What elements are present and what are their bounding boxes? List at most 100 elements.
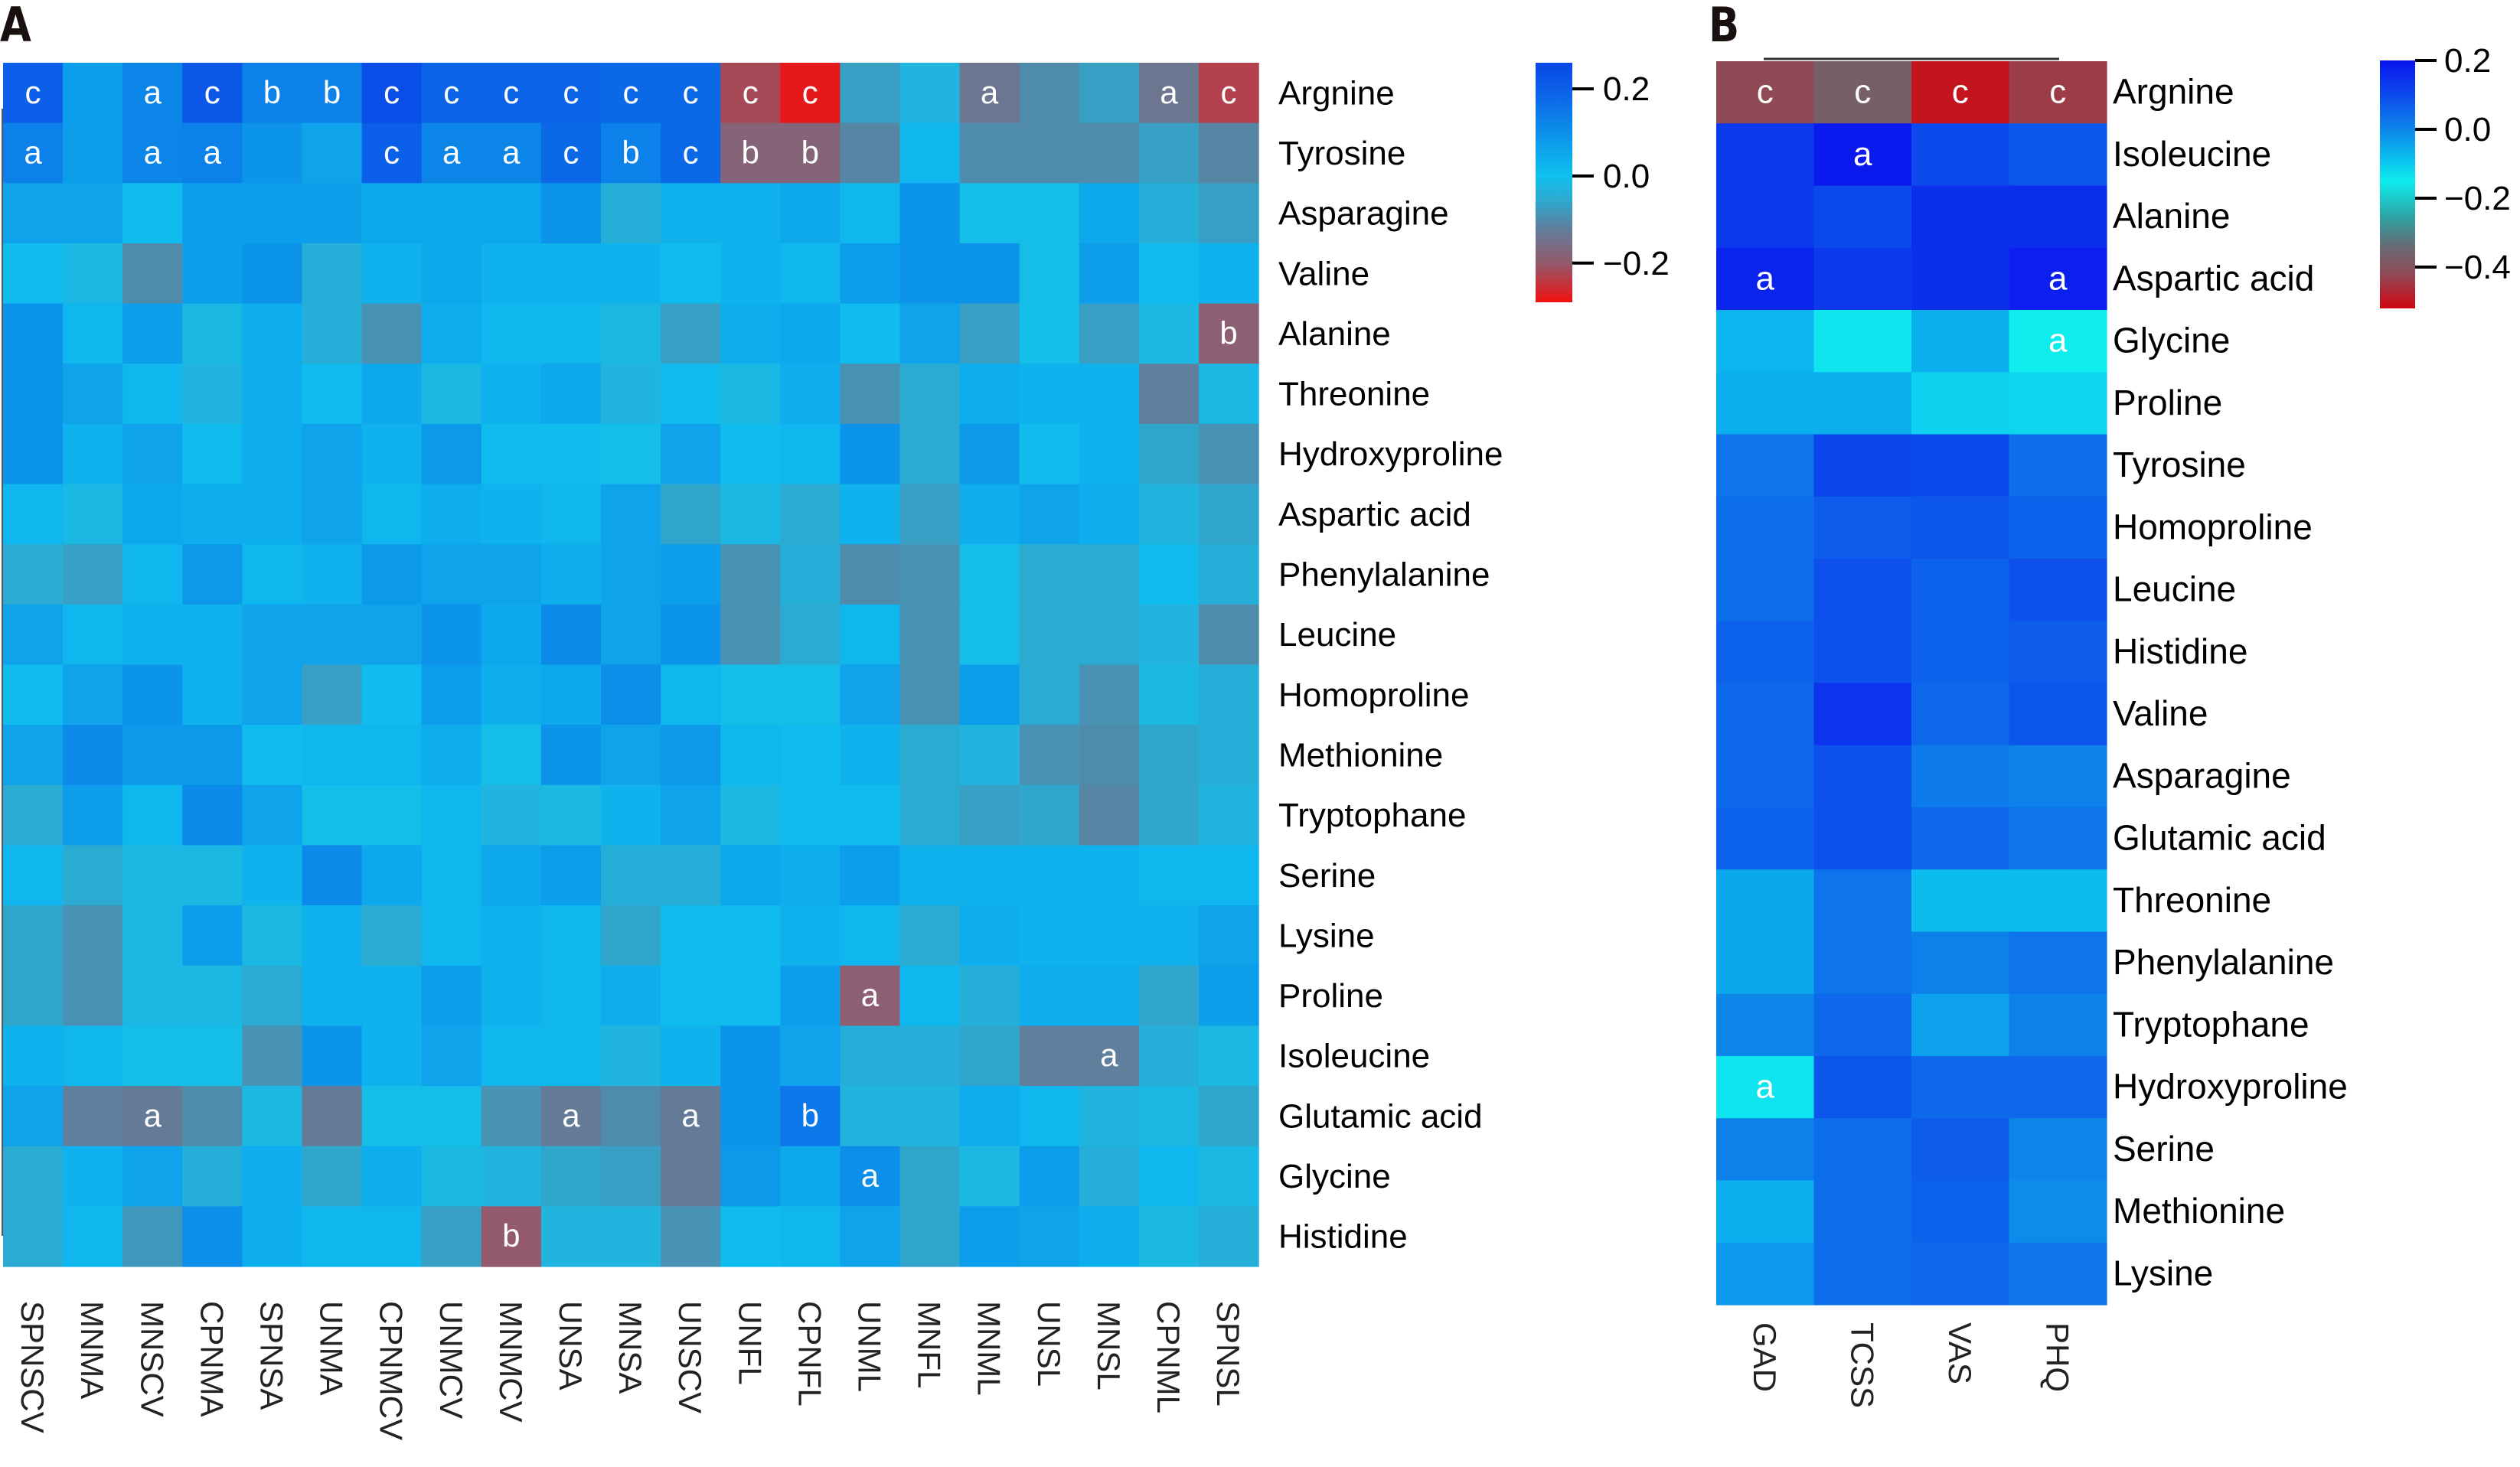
heatmap-cell bbox=[840, 63, 901, 124]
heatmap-cell bbox=[182, 423, 243, 485]
heatmap-cell bbox=[481, 423, 542, 485]
heatmap-cell bbox=[899, 243, 961, 305]
heatmap-cell bbox=[780, 965, 841, 1026]
heatmap-cell bbox=[421, 1025, 482, 1087]
heatmap-cell bbox=[481, 363, 542, 425]
heatmap-cell bbox=[1199, 784, 1259, 846]
heatmap-cell bbox=[1716, 993, 1815, 1057]
heatmap-cell bbox=[3, 1206, 64, 1267]
heatmap-cell bbox=[720, 183, 781, 244]
colorbar bbox=[2380, 60, 2415, 308]
heatmap-cell bbox=[481, 965, 542, 1026]
heatmap-cell bbox=[361, 1146, 423, 1207]
heatmap-cell bbox=[63, 1206, 123, 1267]
column-label: UNMA bbox=[314, 1301, 350, 1396]
heatmap-cell bbox=[540, 423, 602, 485]
heatmap-cell bbox=[63, 544, 123, 605]
heatmap-cell bbox=[302, 243, 363, 305]
heatmap-cell bbox=[122, 1086, 183, 1147]
heatmap-cell bbox=[720, 725, 781, 786]
heatmap-cell bbox=[1911, 807, 2010, 870]
heatmap-cell bbox=[1716, 745, 1815, 808]
heatmap-cell bbox=[122, 1206, 183, 1267]
heatmap-cell bbox=[780, 544, 841, 605]
heatmap-cell bbox=[1911, 559, 2010, 621]
heatmap-cell bbox=[1813, 993, 1912, 1057]
heatmap-cell bbox=[481, 122, 542, 184]
heatmap-cell bbox=[661, 484, 721, 545]
heatmap-cell bbox=[481, 1146, 542, 1207]
heatmap-cell bbox=[302, 784, 363, 846]
row-label: Homoproline bbox=[2113, 507, 2313, 546]
heatmap-cell bbox=[1019, 363, 1080, 425]
heatmap-cell bbox=[899, 845, 961, 906]
heatmap-cell bbox=[481, 183, 542, 244]
heatmap-cell bbox=[1019, 1146, 1080, 1207]
significance-note: c bbox=[683, 134, 699, 170]
heatmap-cell bbox=[421, 243, 482, 305]
heatmap-cell bbox=[1138, 845, 1200, 906]
significance-note: c bbox=[503, 74, 519, 110]
row-label: Phenylalanine bbox=[2113, 942, 2334, 982]
heatmap-cell bbox=[63, 63, 123, 124]
column-label: MNSA bbox=[612, 1301, 648, 1394]
heatmap-cell bbox=[780, 63, 841, 124]
heatmap-cell bbox=[421, 303, 482, 364]
heatmap-cell bbox=[2009, 247, 2107, 311]
heatmap-cell bbox=[720, 784, 781, 846]
heatmap-cell bbox=[63, 725, 123, 786]
heatmap-cell bbox=[361, 544, 423, 605]
heatmap-cell bbox=[63, 905, 123, 967]
heatmap-cell bbox=[540, 1086, 602, 1147]
heatmap-cell bbox=[780, 122, 841, 184]
heatmap-cell bbox=[540, 784, 602, 846]
heatmap-cell bbox=[899, 1086, 961, 1147]
row-label: Isoleucine bbox=[2113, 134, 2271, 174]
column-label: MNML bbox=[971, 1301, 1007, 1396]
heatmap-cell bbox=[899, 484, 961, 545]
heatmap-cell bbox=[1716, 807, 1815, 870]
heatmap-cell bbox=[302, 725, 363, 786]
heatmap-cell bbox=[720, 905, 781, 967]
heatmap-cell bbox=[3, 905, 64, 967]
heatmap-cell bbox=[540, 363, 602, 425]
heatmap-cell bbox=[182, 965, 243, 1026]
column-label: VAS bbox=[1942, 1322, 1978, 1384]
row-label: Tryptophane bbox=[1278, 797, 1466, 834]
heatmap-cell bbox=[780, 303, 841, 364]
heatmap-cell bbox=[1199, 243, 1259, 305]
heatmap-cell bbox=[1138, 122, 1200, 184]
heatmap-cell bbox=[302, 965, 363, 1026]
heatmap-cell bbox=[182, 122, 243, 184]
colorbar-tick-label: 0.2 bbox=[1603, 70, 1650, 108]
heatmap-cell bbox=[959, 784, 1020, 846]
heatmap-cell bbox=[899, 725, 961, 786]
heatmap-cell bbox=[1911, 869, 2010, 933]
heatmap-cell bbox=[720, 303, 781, 364]
significance-note: c bbox=[1854, 73, 1871, 111]
heatmap-cell bbox=[1079, 965, 1140, 1026]
row-label: Histidine bbox=[1278, 1218, 1408, 1256]
heatmap-cell bbox=[959, 1086, 1020, 1147]
heatmap-cell bbox=[361, 484, 423, 545]
significance-note: a bbox=[204, 134, 222, 170]
heatmap-cell bbox=[959, 363, 1020, 425]
heatmap-cell bbox=[242, 604, 303, 666]
heatmap-cell bbox=[302, 845, 363, 906]
heatmap-cell bbox=[182, 1146, 243, 1207]
heatmap-cell bbox=[2009, 807, 2107, 870]
heatmap-cell bbox=[1199, 183, 1259, 244]
heatmap-cell bbox=[1079, 183, 1140, 244]
significance-note: b bbox=[1219, 315, 1237, 350]
significance-note: c bbox=[563, 74, 579, 110]
heatmap-cell bbox=[601, 1086, 661, 1147]
heatmap-cell bbox=[1138, 1206, 1200, 1267]
heatmap-cell bbox=[302, 423, 363, 485]
column-label: MNFL bbox=[912, 1301, 948, 1388]
column-label: TCSS bbox=[1844, 1322, 1880, 1408]
row-label: Proline bbox=[1278, 977, 1383, 1015]
heatmap-cells-a bbox=[3, 63, 1259, 1267]
heatmap-cell bbox=[1019, 604, 1080, 666]
heatmap-cell bbox=[3, 604, 64, 666]
colorbar-tick-label: 0.2 bbox=[2444, 42, 2491, 80]
